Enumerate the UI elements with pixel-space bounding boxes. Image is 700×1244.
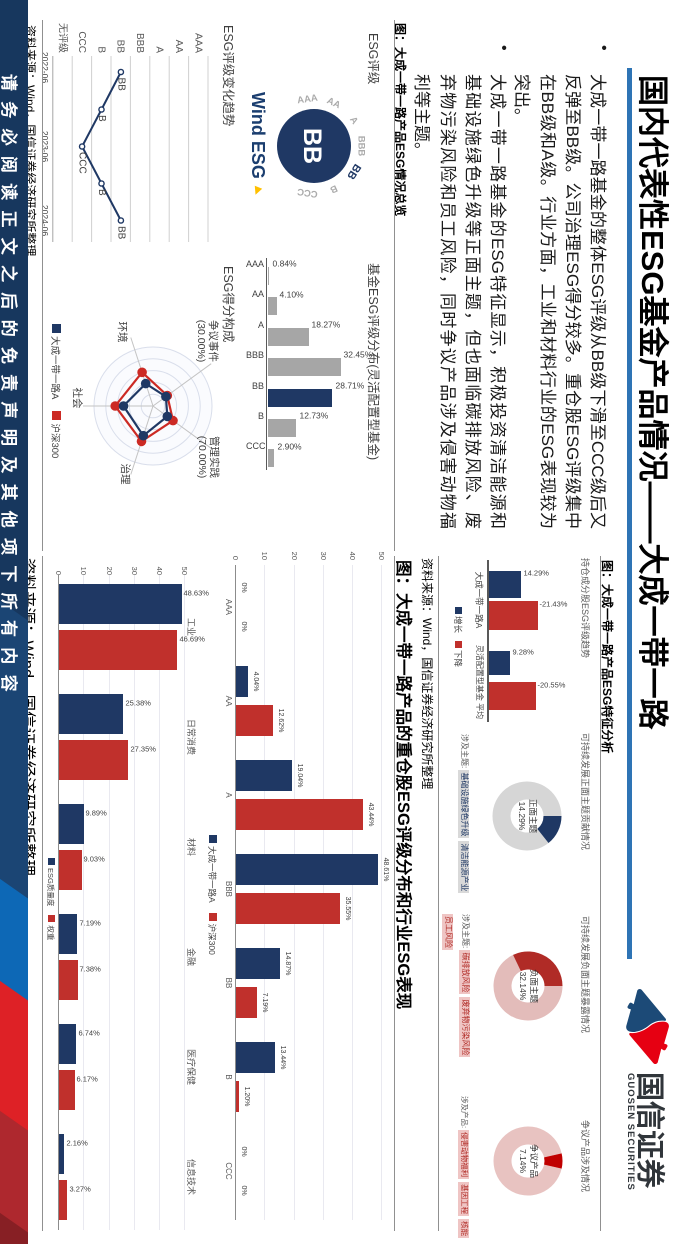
svg-text:无评级: 无评级 — [57, 23, 69, 53]
svg-text:AA: AA — [173, 40, 184, 54]
svg-text:BB: BB — [298, 128, 326, 164]
svg-text:A: A — [154, 46, 165, 53]
svg-text:CCC: CCC — [77, 152, 88, 174]
svg-text:B: B — [95, 46, 106, 53]
svg-text:B: B — [328, 182, 339, 195]
svg-text:BB: BB — [344, 162, 363, 182]
svg-text:BB: BB — [115, 226, 126, 240]
svg-text:2022-06: 2022-06 — [40, 52, 50, 83]
svg-text:B: B — [96, 189, 107, 196]
svg-text:2024-06: 2024-06 — [40, 205, 50, 236]
svg-text:2023-06: 2023-06 — [40, 131, 50, 162]
svg-text:AAA: AAA — [297, 93, 319, 107]
svg-text:CCC: CCC — [76, 31, 87, 53]
svg-text:BBB: BBB — [134, 33, 145, 53]
svg-text:A: A — [347, 115, 360, 127]
svg-text:B: B — [96, 115, 107, 122]
svg-text:BB: BB — [115, 78, 126, 92]
svg-text:AAA: AAA — [192, 33, 203, 53]
svg-text:AA: AA — [325, 95, 342, 111]
svg-text:BBB: BBB — [355, 136, 366, 157]
svg-text:CCC: CCC — [296, 186, 318, 200]
svg-text:BB: BB — [115, 40, 126, 54]
